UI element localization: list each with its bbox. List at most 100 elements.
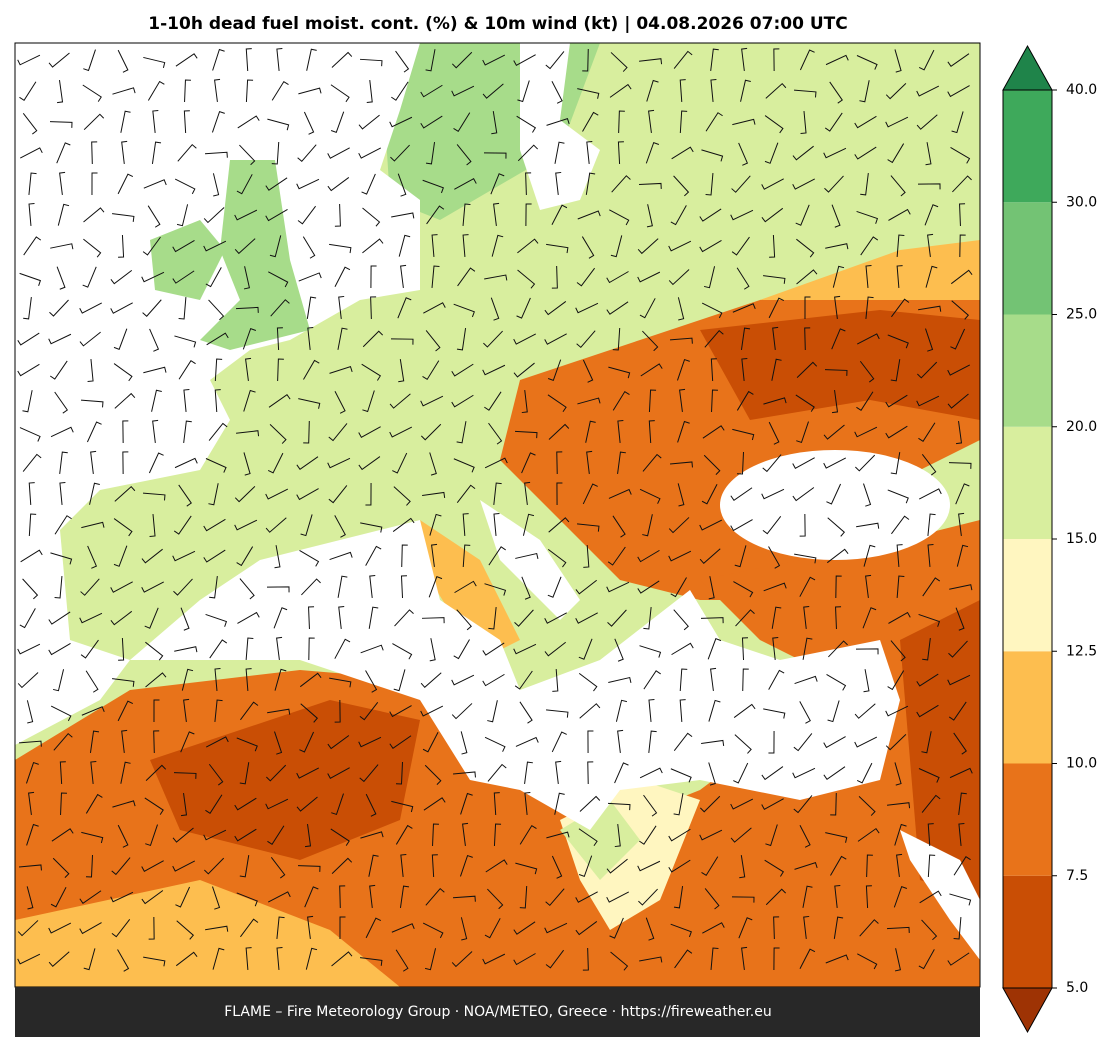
wind-barb bbox=[513, 953, 536, 966]
wind-barb bbox=[358, 147, 381, 159]
wind-barb bbox=[361, 173, 376, 195]
wind-barb bbox=[674, 949, 693, 969]
wind-barb bbox=[855, 454, 876, 472]
wind-barb bbox=[515, 736, 539, 747]
wind-barb bbox=[365, 545, 382, 566]
wind-barb bbox=[578, 638, 593, 660]
wind-barb bbox=[607, 546, 626, 566]
wind-barb bbox=[645, 142, 660, 164]
wind-barb bbox=[112, 800, 136, 808]
wind-barb bbox=[860, 173, 869, 196]
wind-barb bbox=[545, 51, 565, 70]
wind-barb bbox=[887, 802, 911, 809]
wind-barb bbox=[118, 637, 125, 661]
wind-barb bbox=[420, 395, 444, 407]
wind-barb bbox=[617, 420, 624, 443]
wind-barb bbox=[362, 330, 384, 348]
wind-barb bbox=[329, 243, 352, 254]
wind-barb bbox=[950, 328, 966, 350]
wind-barb bbox=[51, 828, 74, 842]
wind-barb bbox=[462, 203, 471, 227]
wind-barb bbox=[366, 80, 373, 104]
wind-barb bbox=[517, 80, 530, 103]
wind-barb bbox=[885, 116, 909, 128]
wind-barb bbox=[112, 678, 135, 687]
wind-barb bbox=[296, 456, 319, 471]
wind-barb bbox=[768, 730, 775, 754]
wind-barb bbox=[23, 236, 42, 256]
wind-barb bbox=[639, 488, 661, 504]
wind-barb bbox=[803, 605, 810, 629]
wind-barb bbox=[456, 421, 467, 444]
wind-barb bbox=[955, 483, 970, 505]
wind-barb bbox=[56, 266, 66, 290]
wind-barb bbox=[237, 115, 260, 129]
wind-barb bbox=[358, 114, 380, 130]
wind-barb bbox=[235, 306, 259, 313]
wind-barb bbox=[702, 922, 725, 934]
wind-barb bbox=[887, 334, 909, 349]
wind-barb bbox=[391, 81, 409, 101]
wind-barb bbox=[924, 204, 939, 226]
wind-barb bbox=[610, 235, 623, 258]
wind-barb bbox=[142, 236, 161, 256]
wind-barb bbox=[26, 823, 39, 846]
wind-barb bbox=[147, 205, 161, 228]
wind-barb bbox=[551, 731, 567, 753]
wind-barb bbox=[397, 297, 412, 319]
wind-barb bbox=[484, 583, 507, 596]
wind-barb bbox=[390, 338, 414, 345]
wind-barb bbox=[368, 854, 379, 877]
wind-barb bbox=[453, 112, 471, 133]
wind-barb bbox=[925, 142, 932, 166]
wind-barb bbox=[896, 265, 903, 289]
colorbar-band bbox=[1003, 426, 1052, 539]
wind-barb bbox=[113, 545, 128, 567]
wind-barb bbox=[203, 518, 226, 532]
wind-barb bbox=[646, 204, 653, 228]
wind-barb bbox=[144, 797, 164, 815]
wind-barb bbox=[240, 701, 259, 721]
wind-barb bbox=[835, 606, 842, 630]
wind-barb bbox=[307, 915, 314, 939]
wind-barb bbox=[958, 823, 965, 846]
wind-barb bbox=[581, 236, 595, 259]
wind-barb bbox=[331, 857, 353, 875]
wind-barb bbox=[85, 670, 99, 693]
wind-barb bbox=[927, 513, 936, 536]
wind-barb bbox=[640, 363, 663, 377]
wind-barb bbox=[917, 361, 938, 379]
wind-barb bbox=[482, 83, 504, 99]
wind-barb bbox=[425, 49, 436, 72]
wind-barb bbox=[673, 50, 693, 69]
wind-barb bbox=[487, 888, 504, 910]
wind-barb bbox=[460, 731, 468, 755]
colorbar-band bbox=[1003, 539, 1052, 652]
wind-barb bbox=[304, 886, 319, 908]
wind-barb bbox=[732, 118, 756, 126]
wind-barb bbox=[23, 297, 32, 320]
wind-barb bbox=[243, 389, 256, 412]
wind-barb bbox=[236, 430, 260, 437]
wind-barb bbox=[52, 669, 65, 692]
wind-barb bbox=[267, 825, 285, 845]
wind-barb bbox=[515, 552, 539, 560]
wind-barb bbox=[916, 85, 940, 97]
wind-barb bbox=[174, 457, 198, 469]
wind-barb bbox=[519, 824, 537, 845]
wind-barb bbox=[948, 640, 968, 658]
wind-barb bbox=[825, 54, 849, 66]
wind-barb bbox=[609, 209, 630, 226]
wind-barb bbox=[885, 82, 907, 100]
wind-barb bbox=[26, 700, 34, 724]
wind-barb bbox=[699, 795, 721, 813]
colorbar-band bbox=[1003, 90, 1052, 203]
wind-barb bbox=[637, 271, 661, 283]
wind-barb bbox=[493, 513, 500, 536]
wind-barb bbox=[110, 302, 133, 314]
wind-barb bbox=[453, 771, 476, 778]
wind-barb bbox=[83, 207, 105, 223]
wind-barb bbox=[143, 956, 166, 967]
wind-barb bbox=[429, 452, 437, 476]
wind-barb bbox=[612, 515, 626, 538]
